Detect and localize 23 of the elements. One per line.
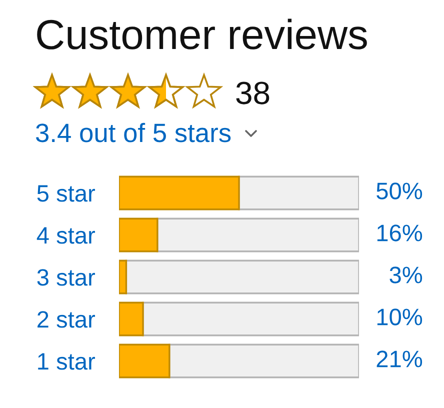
data-label: 10% [377, 308, 422, 326]
data-label: 21% [376, 350, 422, 368]
bar [119, 218, 158, 252]
y-tick-label: 3 star [37, 269, 95, 286]
bar [142, 302, 359, 336]
bar [156, 218, 359, 252]
bar [125, 260, 359, 294]
bar [119, 176, 240, 210]
data-label: 3% [390, 266, 422, 284]
data-label: 16% [377, 224, 422, 242]
bar [119, 344, 170, 378]
text: 3.4 out of 5 stars [36, 122, 231, 142]
bar [238, 176, 359, 210]
y-tick-label: 2 star [38, 311, 95, 328]
chart-title: Customer reviews [37, 18, 367, 50]
bar [168, 344, 359, 378]
data-label: 50% [376, 182, 422, 200]
y-tick-label: 5 star [37, 185, 95, 202]
y-tick-label: 1 star [38, 353, 95, 370]
bar [119, 302, 144, 336]
bar [119, 260, 128, 294]
y-tick-label: 4 star [36, 227, 95, 244]
text: 38 [236, 82, 270, 104]
